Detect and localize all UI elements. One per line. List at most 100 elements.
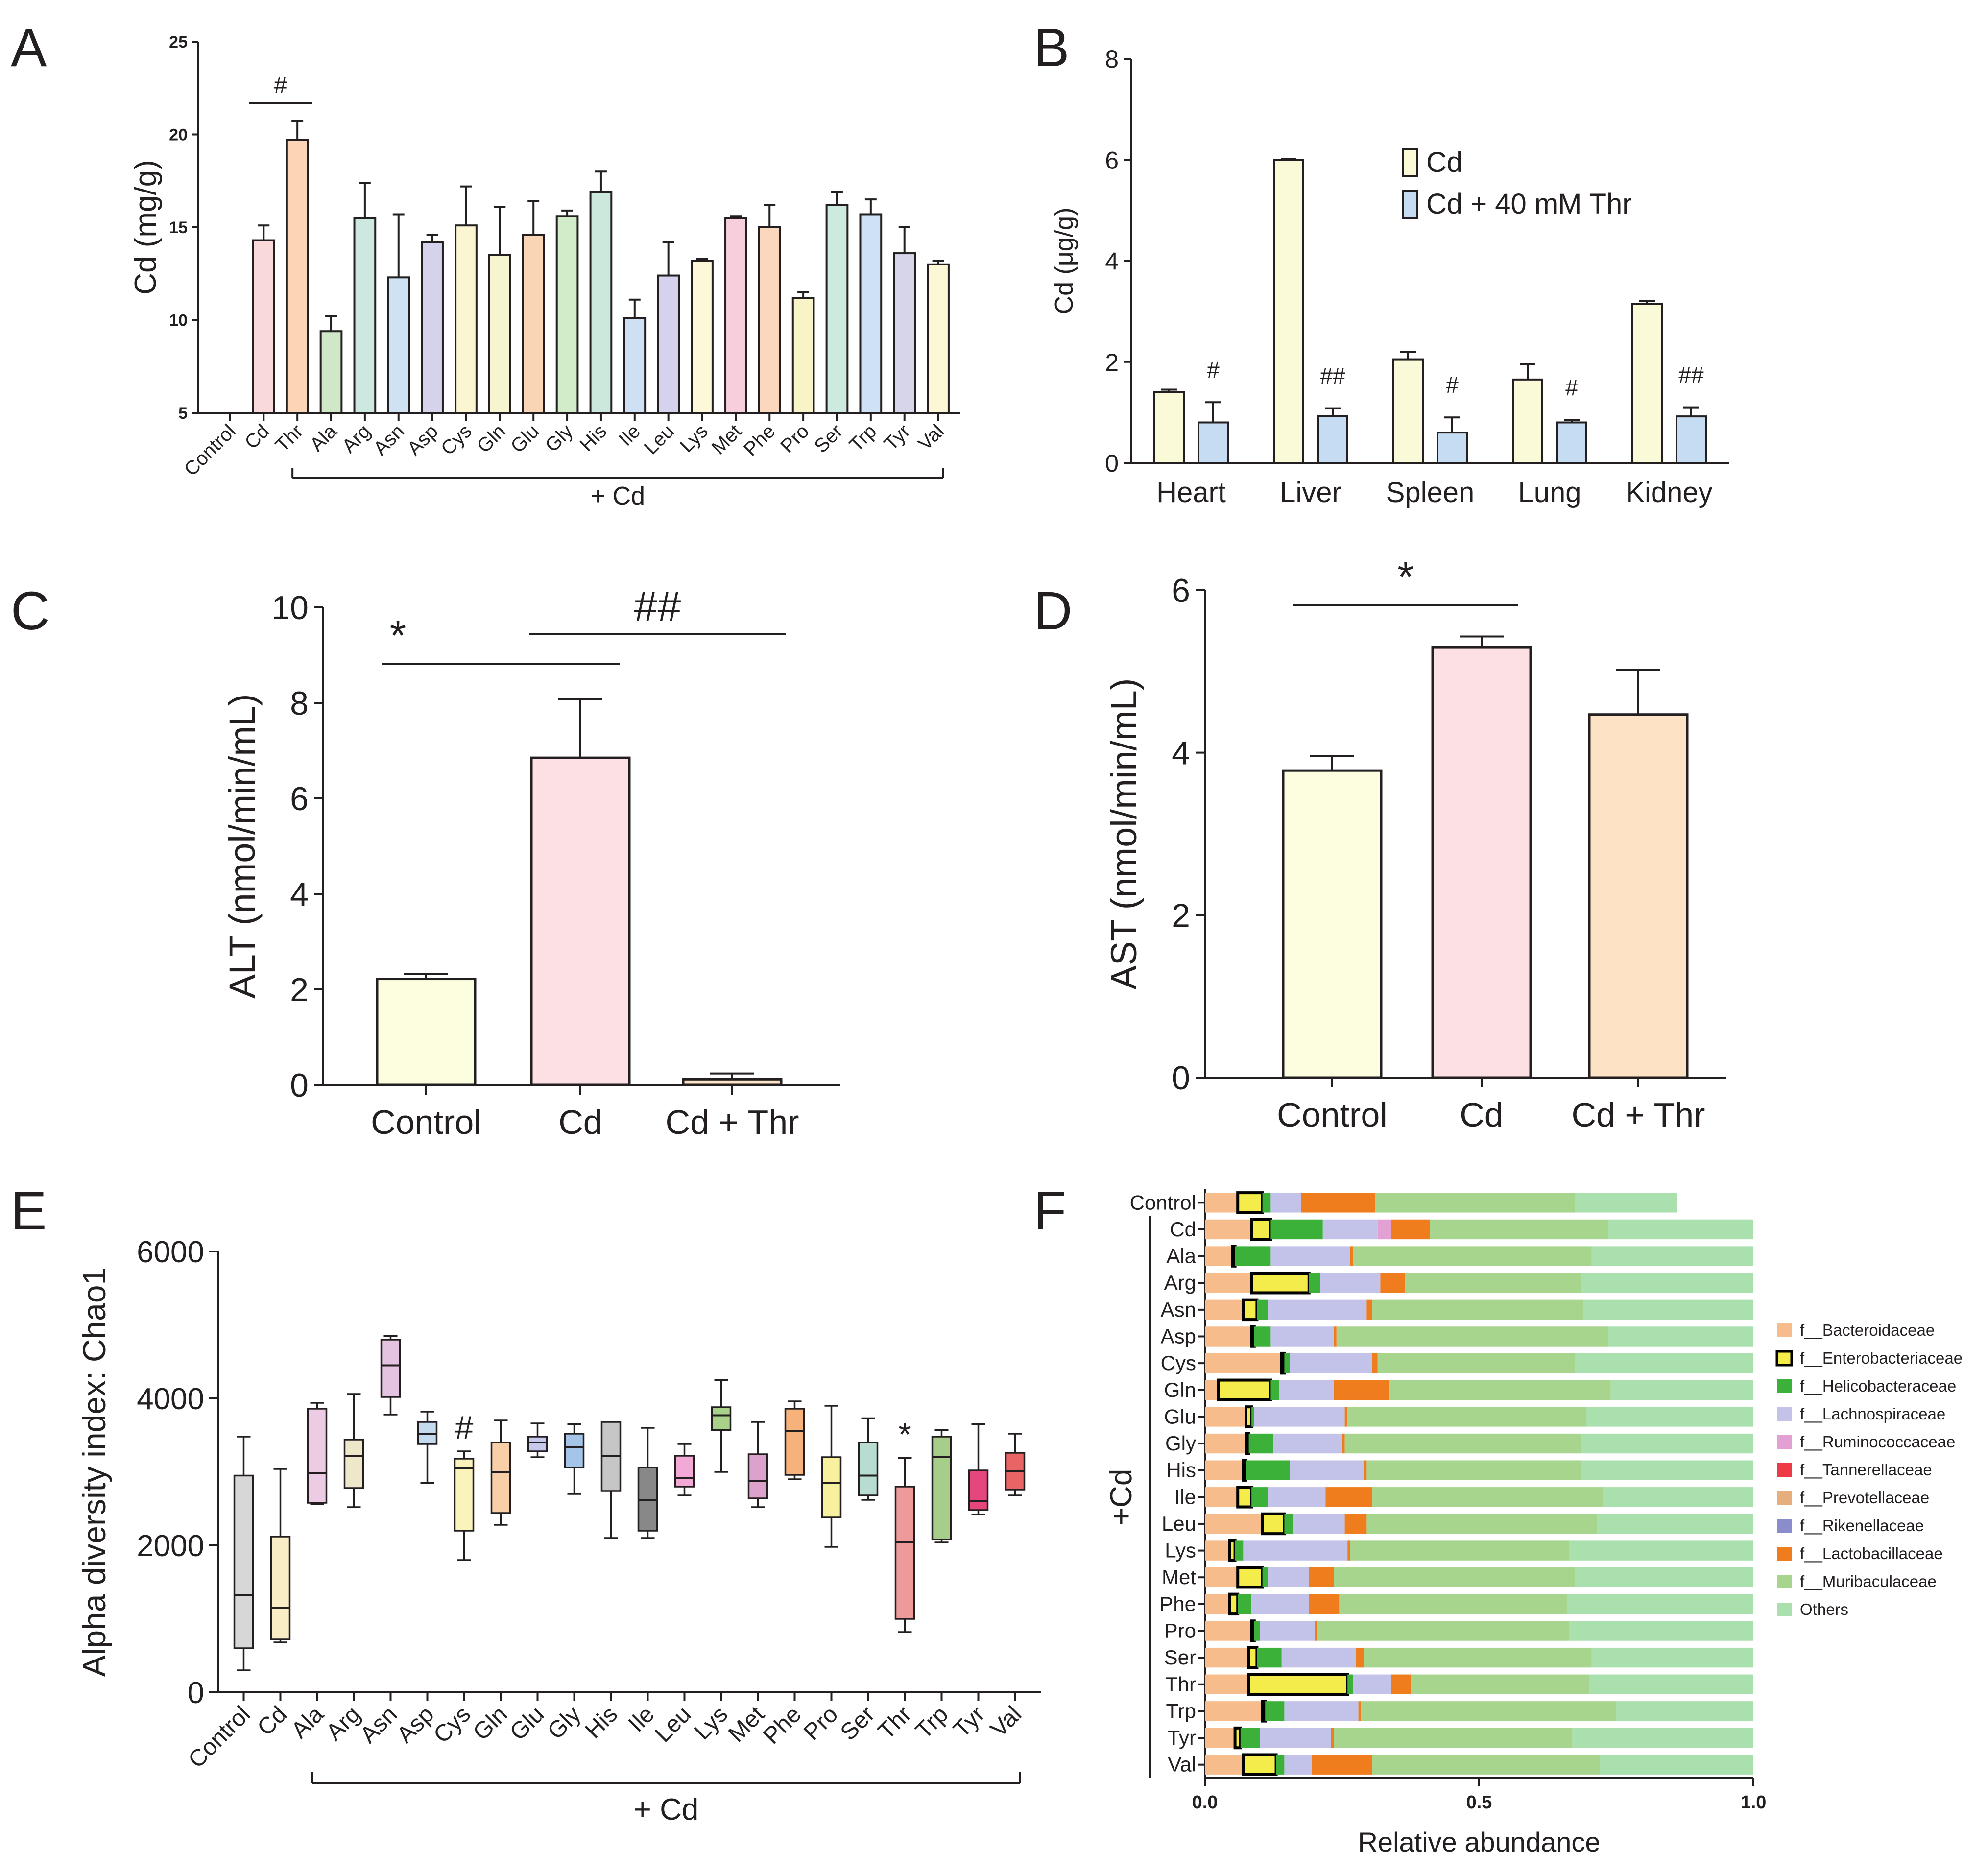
x-tick-label-e: Met <box>723 1701 769 1747</box>
stack-f-f-enterobacteriaceae <box>1247 1646 1259 1669</box>
box-e-asn <box>380 1339 401 1398</box>
x-tick-label-d: Cd + Thr <box>1572 1096 1705 1134</box>
stack-f-f-bacteroidaceae <box>1205 1299 1244 1320</box>
y-tick-label-c: 2 <box>290 971 309 1009</box>
y-tick-label-e: 0 <box>188 1676 204 1710</box>
stack-f-f-muribaculaceae <box>1361 1701 1616 1721</box>
stack-f-f-helicobacteraceae <box>1270 1380 1279 1400</box>
y-axis-title-c: ALT (nmol/min/mL) <box>222 694 263 998</box>
y-tick-label-f: Ala <box>1166 1245 1196 1268</box>
legend-swatch-f <box>1777 1435 1792 1449</box>
y-tick-label-f: Thr <box>1165 1673 1196 1696</box>
stack-f-f-helicobacteraceae <box>1284 1353 1290 1373</box>
stack-f-f-lachnospiraceae <box>1268 1567 1309 1587</box>
box-e-ala <box>307 1408 328 1504</box>
x-axis-title-f: Relative abundance <box>1358 1827 1600 1857</box>
stack-f-others <box>1572 1728 1753 1748</box>
y-axis-title-b: Cd (μg/g) <box>1050 208 1078 314</box>
x-tick-label-d: Cd <box>1460 1096 1503 1134</box>
x-tick-label-e: Control <box>183 1701 255 1773</box>
stack-f-f-lachnospiraceae <box>1322 1219 1378 1240</box>
x-tick-label-e: Ser <box>836 1701 880 1745</box>
significance-mark-b: ## <box>1320 363 1345 389</box>
legend-label-f: f__Lachnospiraceae <box>1800 1405 1945 1423</box>
stack-f-f-helicobacteraceae <box>1240 1728 1260 1748</box>
stack-f-f-muribaculaceae <box>1339 1594 1567 1614</box>
y-tick-label-b: 0 <box>1105 450 1119 477</box>
stack-f-f-lachnospiraceae <box>1268 1487 1326 1507</box>
stack-f-f-enterobacteriaceae <box>1245 1432 1250 1455</box>
stack-f-f-muribaculaceae <box>1372 1299 1583 1320</box>
stack-f-f-bacteroidaceae <box>1205 1433 1246 1454</box>
box-e-pro <box>821 1456 842 1518</box>
y-tick-label-c: 8 <box>290 685 309 722</box>
panel-f: F 0.0 0.5 1.0 Relative abundance Control Cd Ala… <box>1033 1181 1963 1857</box>
bar-a-gln <box>488 254 511 414</box>
x-tick-label-e: Cd <box>252 1701 292 1741</box>
x-tick-label-b: Lung <box>1518 477 1581 508</box>
panel-label-d: D <box>1033 581 1072 641</box>
x-tick-label-a: Trp <box>845 420 881 456</box>
y-tick-label-c: 4 <box>290 876 309 913</box>
x-tick-label-e: Cys <box>429 1701 476 1748</box>
x-tick-label-e: Gly <box>543 1701 586 1744</box>
stack-f-f-lachnospiraceae <box>1320 1273 1381 1293</box>
legend-label-b: Cd <box>1426 146 1462 178</box>
bar-b-cd-thr <box>1317 415 1348 464</box>
stack-f-others <box>1591 1246 1753 1266</box>
x-tick-label-a: Control <box>180 420 240 480</box>
stack-f-f-enterobacteriaceae <box>1228 1592 1240 1616</box>
stack-f-f-lachnospiraceae <box>1260 1621 1315 1641</box>
stack-f-f-muribaculaceae <box>1389 1380 1611 1400</box>
x-tick-label-a: Thr <box>271 420 308 457</box>
y-tick-label-f: Lys <box>1165 1539 1196 1562</box>
x-tick-label-a: Gly <box>541 420 577 457</box>
y-tick-label-f: Pro <box>1164 1619 1196 1642</box>
x-tick-label-e: Arg <box>321 1701 365 1745</box>
box-e-gly <box>564 1433 585 1468</box>
y-tick-label-f: Cys <box>1161 1351 1196 1374</box>
stack-f-f-enterobacteriaceae <box>1217 1378 1272 1401</box>
stack-f-f-ruminococcaceae <box>1377 1219 1391 1240</box>
stack-f-f-enterobacteriaceae <box>1242 1753 1278 1776</box>
stack-f-f-lactobacillaceae <box>1312 1755 1372 1775</box>
y-tick-label-f: Gly <box>1165 1432 1196 1455</box>
legend-swatch-f <box>1777 1519 1792 1533</box>
stack-f-f-muribaculaceae <box>1350 1540 1570 1561</box>
stack-f-f-helicobacteraceae <box>1257 1299 1268 1320</box>
stack-f-f-bacteroidaceae <box>1205 1407 1246 1427</box>
bar-a-asn <box>387 276 410 414</box>
panel-label-e: E <box>11 1181 47 1241</box>
group-label-f: +Cd <box>1104 1469 1138 1525</box>
legend-label-f: f__Bacteroidaceae <box>1800 1321 1935 1339</box>
bar-c-0 <box>376 978 477 1086</box>
x-tick-label-a: Ser <box>810 420 847 457</box>
panel-label-a: A <box>11 18 47 78</box>
stack-f-f-enterobacteriaceae <box>1250 1325 1256 1348</box>
y-tick-label-f: His <box>1166 1459 1196 1482</box>
stack-f-f-bacteroidaceae <box>1205 1728 1235 1748</box>
y-tick-label-a: 5 <box>178 404 188 423</box>
x-tick-label-a: Phe <box>740 420 779 460</box>
bar-a-tyr <box>893 252 916 414</box>
bar-b-cd <box>1153 391 1185 464</box>
stack-f-others <box>1581 1273 1753 1293</box>
stack-f-f-lactobacillaceae <box>1331 1728 1334 1748</box>
box-e-thr <box>894 1486 915 1620</box>
stack-f-f-lactobacillaceae <box>1356 1647 1364 1668</box>
stack-f-f-muribaculaceae <box>1405 1273 1581 1293</box>
stack-f-f-helicobacteraceae <box>1246 1460 1290 1480</box>
stack-f-others <box>1608 1326 1753 1347</box>
stack-f-f-enterobacteriaceae <box>1250 1218 1272 1241</box>
legend-label-f: f__Enterobacteriaceae <box>1800 1349 1963 1367</box>
panel-label-c: C <box>11 581 49 641</box>
stack-f-f-lactobacillaceae <box>1342 1433 1345 1454</box>
stack-f-others <box>1567 1594 1753 1614</box>
stack-f-f-muribaculaceae <box>1334 1567 1575 1587</box>
x-tick-label-b: Kidney <box>1626 477 1712 508</box>
x-tick-label-e: Ala <box>287 1701 329 1744</box>
bar-a-cys <box>455 224 478 414</box>
bar-a-thr <box>286 139 309 414</box>
y-tick-label-c: 6 <box>290 780 309 818</box>
box-e-cd <box>270 1536 291 1640</box>
